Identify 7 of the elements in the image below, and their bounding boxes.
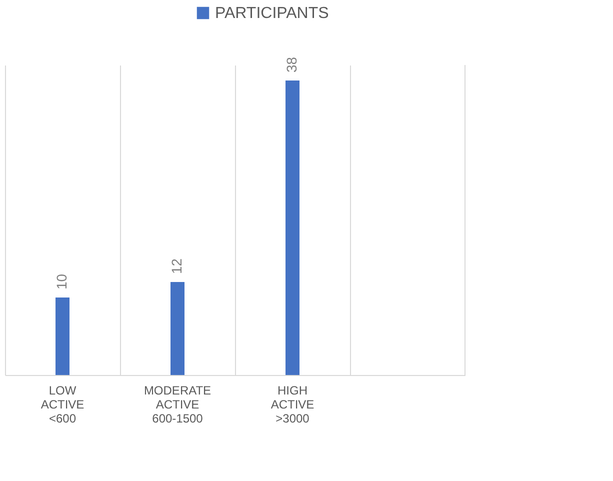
data-label: 38: [284, 56, 300, 72]
x-tick-label: LOW ACTIVE <600: [40, 384, 84, 426]
data-label: 10: [54, 274, 70, 290]
x-tick-label: HIGH ACTIVE >3000: [270, 384, 314, 426]
x-tick-label: MODERATE ACTIVE 600-1500: [144, 384, 212, 426]
legend-label: PARTICIPANTS: [215, 5, 329, 22]
data-label: 12: [168, 258, 184, 274]
